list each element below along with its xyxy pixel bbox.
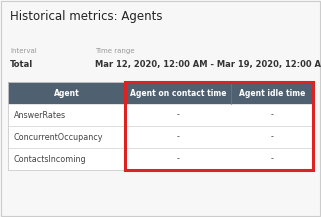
Text: -: - [177, 155, 179, 163]
Text: ConcurrentOccupancy: ConcurrentOccupancy [14, 133, 103, 141]
Text: -: - [177, 110, 179, 120]
Bar [8, 82, 313, 170]
Text: Interval: Interval [10, 48, 37, 54]
Text: Total: Total [10, 60, 33, 69]
Text: Mar 12, 2020, 12:00 AM - Mar 19, 2020, 12:00 AM: Mar 12, 2020, 12:00 AM - Mar 19, 2020, 1… [95, 60, 321, 69]
Text: ContactsIncoming: ContactsIncoming [14, 155, 87, 163]
Text: -: - [270, 133, 273, 141]
Text: Agent: Agent [54, 89, 80, 97]
Bar [8, 104, 313, 126]
Text: Historical metrics: Agents: Historical metrics: Agents [10, 10, 162, 23]
Text: Agent idle time: Agent idle time [239, 89, 305, 97]
Text: -: - [177, 133, 179, 141]
Text: AnswerRates: AnswerRates [14, 110, 66, 120]
Bar [126, 82, 313, 170]
Text: -: - [270, 155, 273, 163]
Bar [8, 148, 313, 170]
Text: Agent on contact time: Agent on contact time [130, 89, 226, 97]
Bar [8, 82, 313, 104]
Text: Time range: Time range [95, 48, 134, 54]
Bar [8, 126, 313, 148]
Text: -: - [270, 110, 273, 120]
